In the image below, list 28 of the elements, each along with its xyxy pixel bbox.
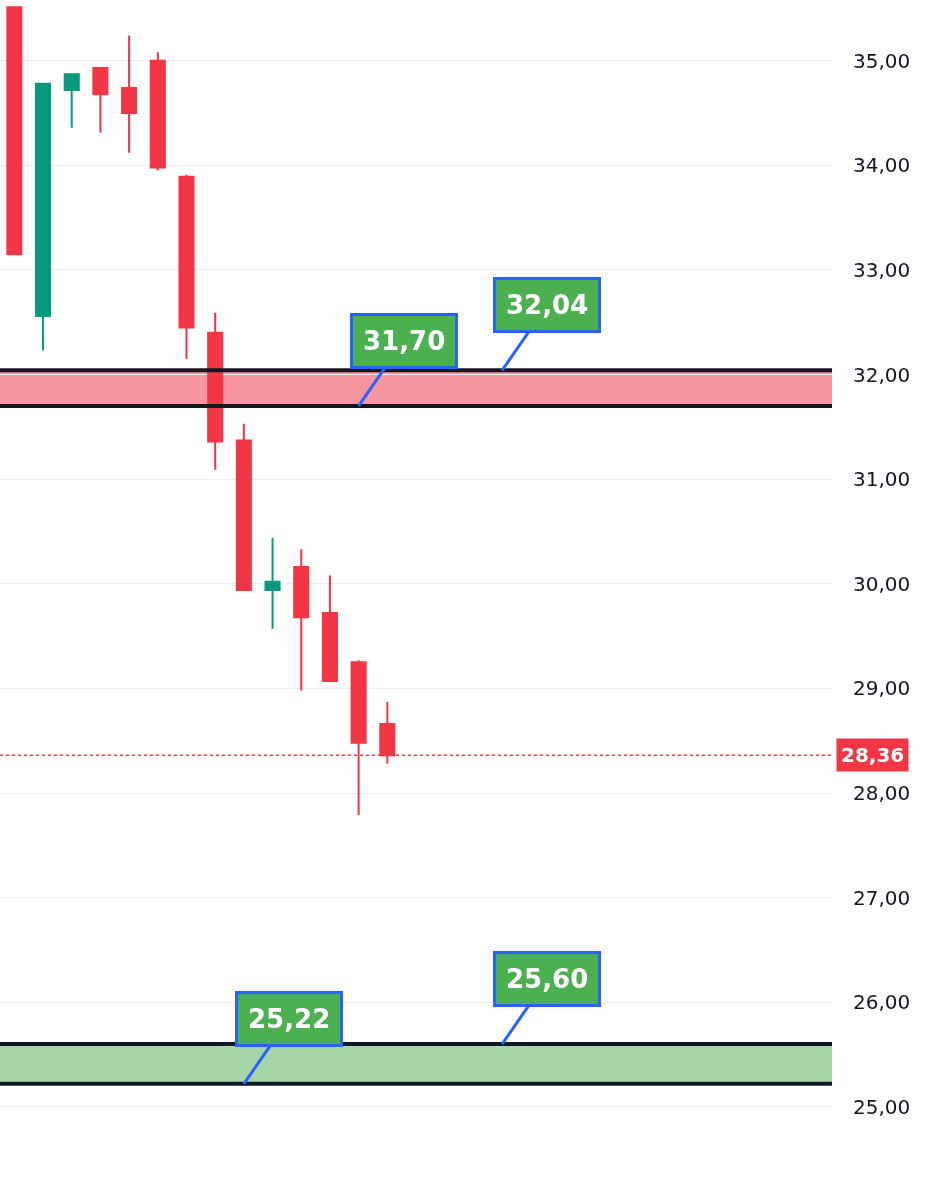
candlestick (178, 173, 195, 360)
y-tick-label: 28,00 (853, 781, 911, 806)
candlestick (121, 34, 138, 154)
y-tick-label: 25,00 (853, 1094, 911, 1119)
y-tick-label: 34,00 (853, 153, 911, 178)
y-tick-label: 35,00 (853, 48, 911, 73)
candlestick (92, 67, 109, 134)
y-tick-label: 26,00 (853, 990, 911, 1015)
candlestick (264, 536, 281, 630)
candlestick (321, 574, 338, 683)
annotation: 25,60 (506, 964, 589, 994)
candlestick (63, 73, 80, 129)
candlestick (149, 51, 166, 172)
candlestick (293, 548, 310, 692)
annotation: 32,04 (506, 290, 589, 320)
candlestick (207, 311, 224, 471)
ref-line-label: 28,36 (841, 743, 905, 767)
annotation: 25,22 (248, 1004, 331, 1034)
y-tick-label: 27,00 (853, 885, 911, 910)
y-tick-label: 32,00 (853, 362, 911, 387)
candlestick (35, 82, 52, 352)
y-tick-label: 31,00 (853, 467, 911, 492)
y-tick-label: 33,00 (853, 257, 911, 282)
candlestick (235, 422, 252, 592)
y-tick-label: 29,00 (853, 676, 911, 701)
annotation: 31,70 (363, 326, 446, 356)
candlestick (6, 6, 23, 256)
y-tick-label: 30,00 (853, 571, 911, 596)
